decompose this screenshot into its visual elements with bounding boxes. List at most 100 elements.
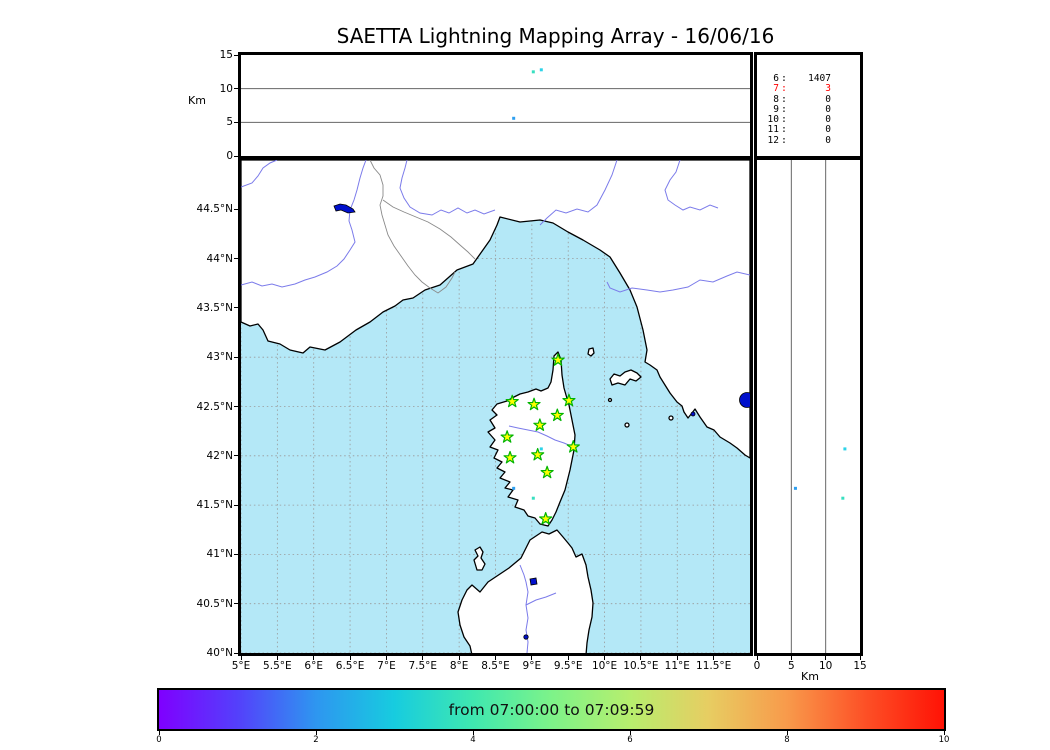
latitude-tick-mark: [234, 652, 238, 654]
source-count-value: 0: [825, 93, 831, 105]
geographic-map: [241, 160, 750, 653]
latitude-tick-label: 43.5°N: [196, 301, 233, 314]
sardinia-island: [457, 529, 594, 653]
river-line: [539, 160, 618, 226]
longitude-tick-label: 8°E: [449, 660, 469, 672]
figure-title: SAETTA Lightning Mapping Array - 16/06/1…: [336, 24, 775, 48]
pianosa-island: [607, 397, 613, 403]
separator: :: [781, 93, 787, 105]
giglio-island: [668, 415, 674, 421]
latitude-tick-mark: [234, 307, 238, 309]
altitude-longitude-panel: [238, 52, 753, 159]
hour-count-row: 11: 0: [757, 124, 860, 136]
latitude-tick-label: 42°N: [206, 449, 233, 462]
vhf-source-point: [512, 116, 516, 120]
longitude-tick-mark: [458, 656, 460, 660]
lma-station-star: [566, 440, 580, 453]
longitude-tick-label: 10.5°E: [623, 660, 659, 672]
longitude-tick-mark: [240, 656, 242, 660]
km-tick-mark: [825, 656, 827, 660]
top-km-axis-label: Km: [188, 94, 206, 107]
mainland-france-italy: [241, 160, 750, 459]
colorbar-tick-label: 2: [313, 735, 319, 745]
river-line: [664, 160, 719, 211]
longitude-tick-mark: [385, 656, 387, 660]
separator: :: [781, 103, 787, 115]
longitude-tick-label: 9°E: [522, 660, 542, 672]
longitude-tick-label: 6.5°E: [335, 660, 365, 672]
altitude-tick-mark: [234, 88, 238, 90]
small-lake: [690, 411, 696, 417]
km-tick-mark: [756, 656, 758, 660]
longitude-tick-mark: [640, 656, 642, 660]
altitude-tick-label: 10: [219, 82, 233, 95]
colorbar-tick-mark: [158, 731, 160, 735]
vhf-source-point: [539, 68, 543, 72]
colorbar-tick-label: 8: [784, 735, 790, 745]
longitude-tick-mark: [422, 656, 424, 660]
source-count-value: 1407: [808, 73, 831, 84]
colorbar-tick-label: 4: [470, 735, 476, 745]
vhf-source-point: [843, 447, 847, 451]
lma-station-star: [505, 394, 519, 408]
corsica-island: [487, 351, 576, 527]
longitude-tick-mark: [313, 656, 315, 660]
source-count-value: 0: [825, 114, 831, 126]
lma-stations: [500, 353, 580, 525]
capraia-island: [587, 347, 595, 357]
hour-count-row: 9: 0: [757, 103, 860, 115]
hour-value: 9: [773, 103, 779, 115]
lma-station-star: [531, 447, 545, 461]
longitude-tick-mark: [349, 656, 351, 660]
latitude-tick-label: 43°N: [206, 351, 233, 364]
lake-serre-poncon: [333, 203, 356, 214]
vhf-source-point: [793, 486, 797, 490]
longitude-tick-label: 5°E: [231, 660, 251, 672]
vhf-source-point: [841, 496, 845, 500]
hour-value: 12: [767, 134, 779, 146]
lma-station-star: [500, 430, 514, 443]
longitude-tick-label: 9.5°E: [553, 660, 583, 672]
source-count-value: 0: [825, 103, 831, 115]
source-count-value: 3: [825, 83, 831, 95]
time-colorbar: from 07:00:00 to 07:09:59: [157, 688, 946, 731]
landmasses: [241, 160, 750, 653]
latitude-tick-mark: [234, 603, 238, 605]
separator: :: [781, 73, 787, 84]
latitude-tick-mark: [234, 208, 238, 210]
asinara-island: [473, 546, 486, 571]
right-km-axis-label: Km: [801, 670, 819, 683]
hour-count-row: 8: 0: [757, 93, 860, 105]
altitude-latitude-panel: [754, 157, 863, 656]
separator: :: [781, 134, 787, 146]
latitude-tick-label: 42.5°N: [196, 400, 233, 413]
latitude-tick-mark: [234, 258, 238, 260]
hour-value: 6: [773, 73, 779, 84]
lma-station-star: [550, 408, 564, 422]
latitude-tick-label: 44.5°N: [196, 203, 233, 216]
altitude-latitude-plot: [790, 160, 847, 653]
latitude-tick-label: 41°N: [206, 548, 233, 561]
longitude-tick-label: 7°E: [377, 660, 396, 672]
colorbar-tick-label: 0: [156, 735, 162, 745]
latitude-tick-mark: [234, 356, 238, 358]
river-line: [241, 160, 278, 188]
vhf-source-point: [531, 496, 535, 500]
km-tick-mark: [790, 656, 792, 660]
river-line-corsica: [508, 425, 572, 447]
longitude-tick-mark: [495, 656, 496, 660]
longitude-tick-label: 11°E: [664, 660, 690, 672]
montecristo-island: [624, 422, 630, 428]
longitude-tick-mark: [676, 656, 678, 660]
longitude-tick-label: 6°E: [304, 660, 323, 672]
border-line: [369, 160, 456, 294]
hour-value: 11: [767, 124, 779, 136]
separator: :: [781, 114, 787, 126]
hour-value: 8: [773, 93, 779, 105]
longitude-tick-label: 5.5°E: [263, 660, 292, 672]
rivers: [241, 160, 750, 653]
map-panel: [238, 157, 753, 656]
lakes: [333, 203, 750, 640]
source-count-value: 0: [825, 124, 831, 136]
